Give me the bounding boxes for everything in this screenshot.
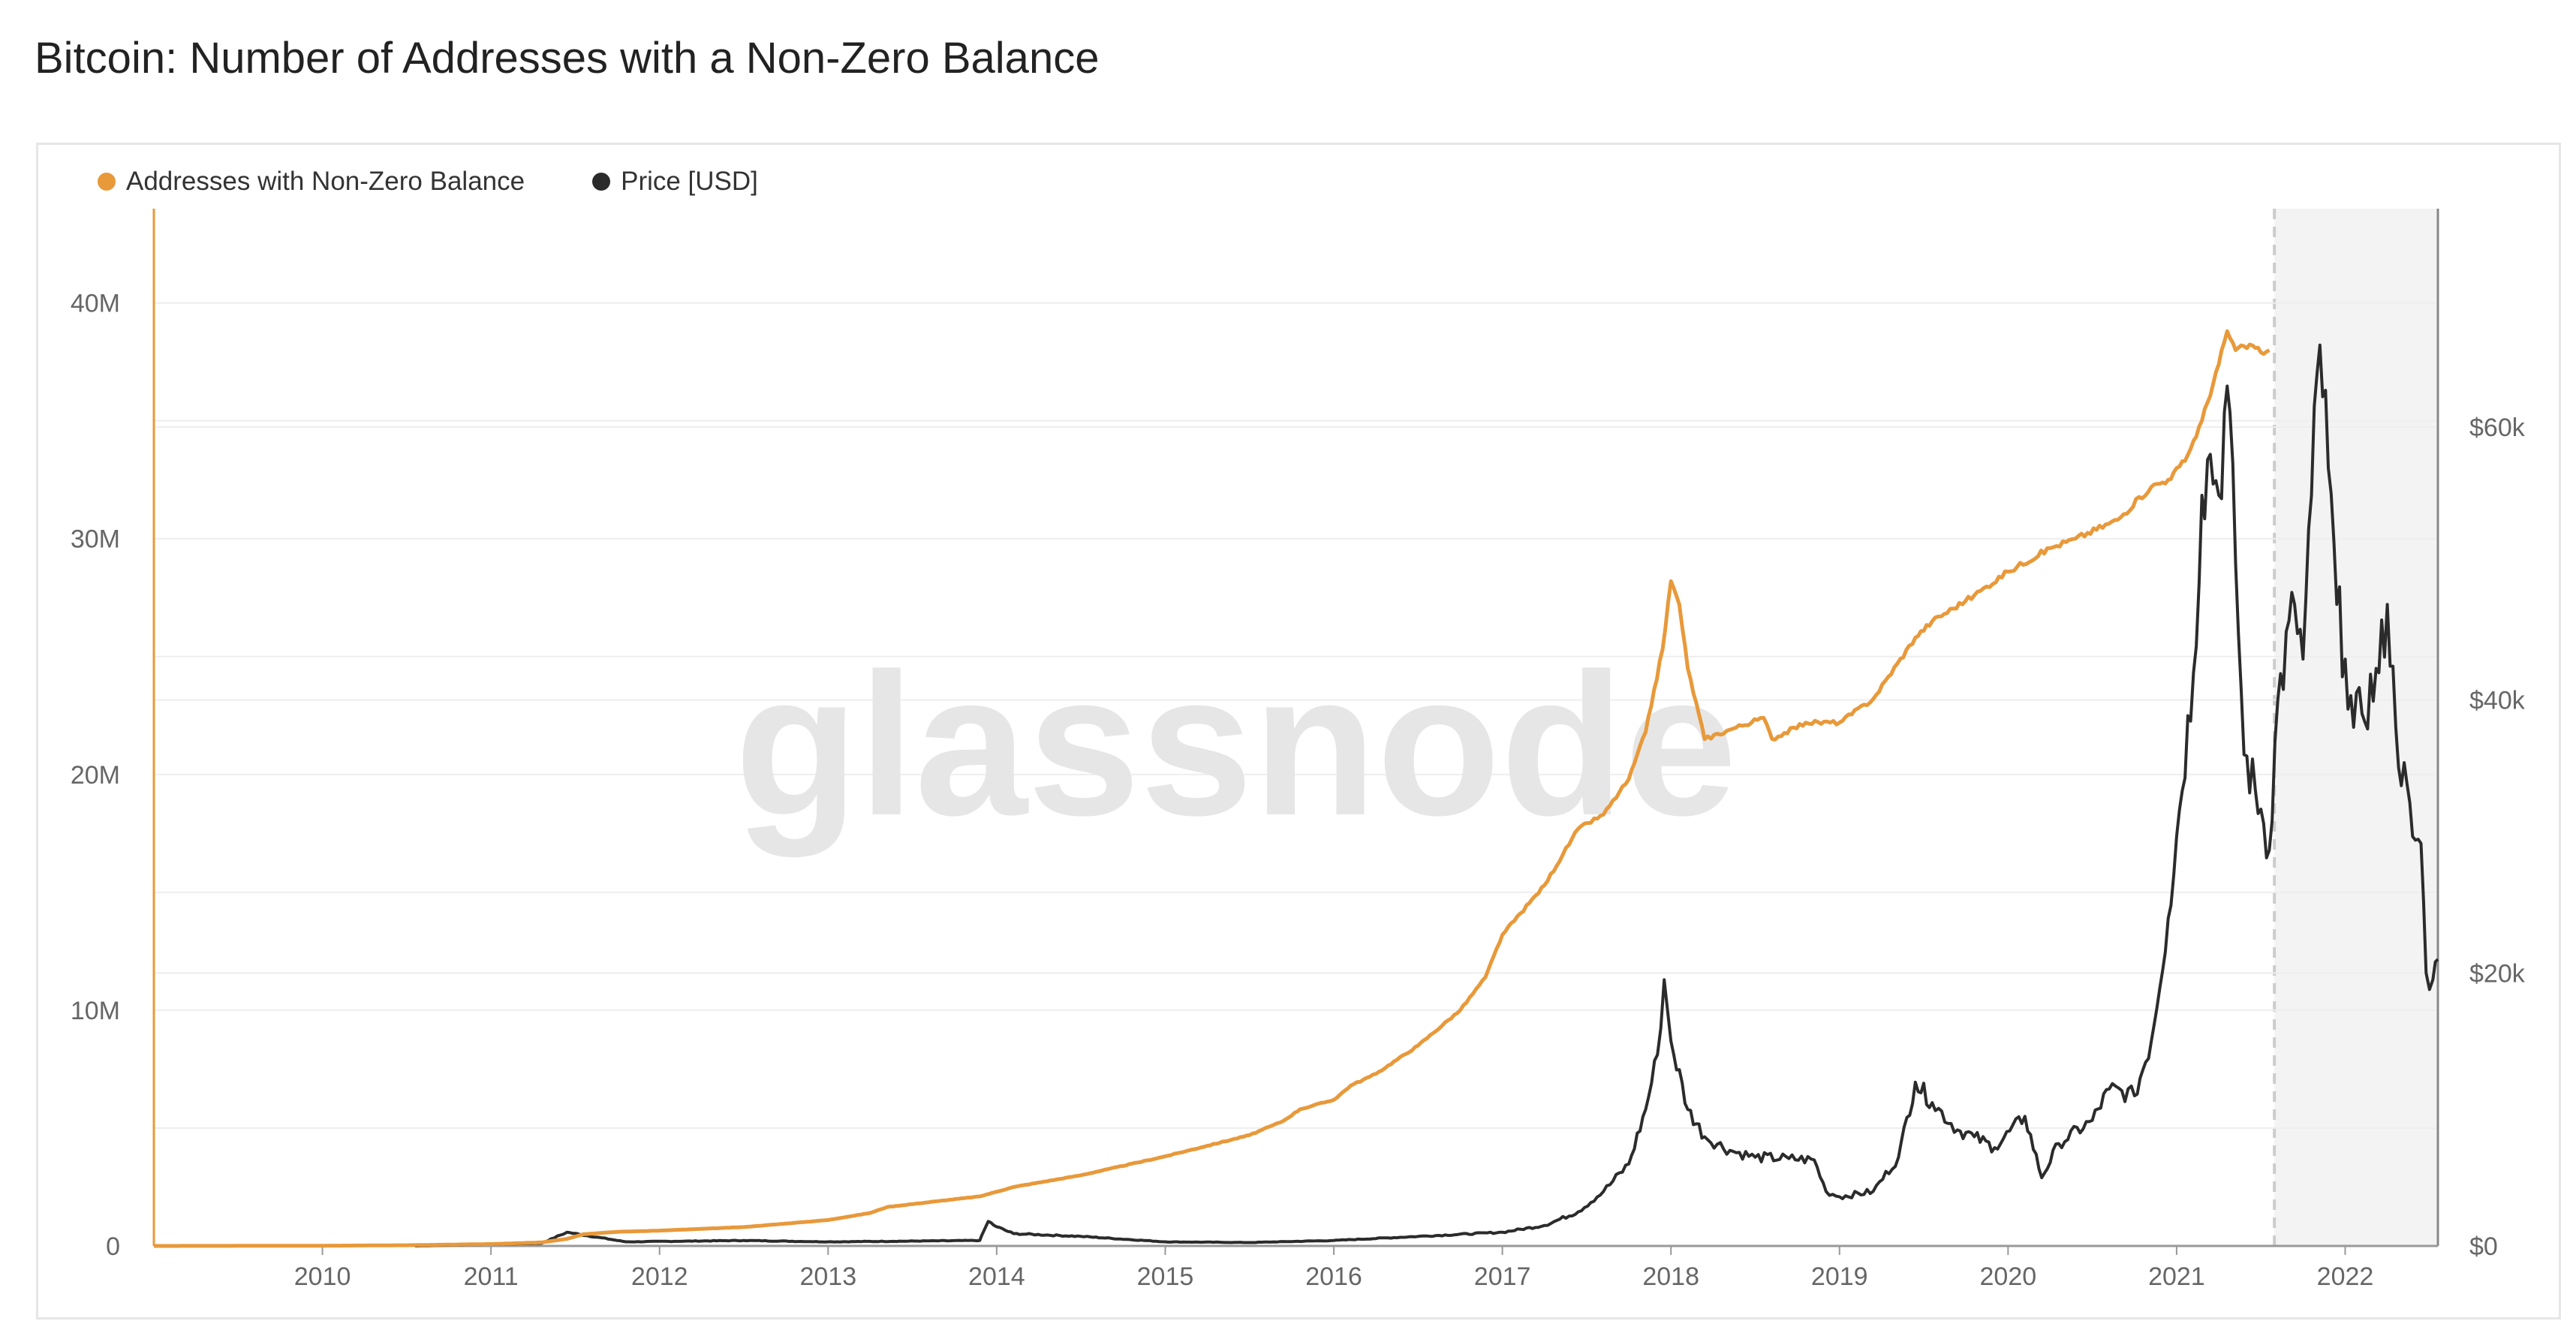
y-left-tick-label: 30M bbox=[71, 525, 120, 554]
x-tick-label: 2021 bbox=[2148, 1262, 2205, 1291]
x-tick-label: 2020 bbox=[1980, 1262, 2037, 1291]
series-line-addresses bbox=[154, 329, 2271, 1248]
legend-dot-addresses bbox=[98, 173, 116, 191]
x-tick-label: 2011 bbox=[464, 1262, 519, 1291]
x-tick-label: 2010 bbox=[294, 1262, 351, 1291]
y-right-tick-label: $0 bbox=[2469, 1232, 2498, 1261]
watermark: glassnode bbox=[735, 632, 1737, 859]
series-line-price bbox=[415, 343, 2439, 1247]
legend-dot-price bbox=[592, 173, 611, 191]
x-tick-label: 2017 bbox=[1474, 1262, 1531, 1291]
y-right-tick-label: $60k bbox=[2469, 414, 2526, 442]
x-tick-label: 2018 bbox=[1642, 1262, 1699, 1291]
x-tick-label: 2015 bbox=[1137, 1262, 1194, 1291]
x-tick-label: 2013 bbox=[799, 1262, 856, 1291]
highlight-region bbox=[2274, 209, 2438, 1246]
y-right-tick-label: $20k bbox=[2469, 959, 2526, 988]
legend-item-price[interactable]: Price [USD] bbox=[592, 167, 758, 197]
y-right-tick-label: $40k bbox=[2469, 687, 2526, 715]
legend-label-addresses: Addresses with Non-Zero Balance bbox=[126, 167, 525, 196]
y-left-tick-label: 20M bbox=[71, 761, 120, 790]
x-tick-label: 2014 bbox=[968, 1262, 1025, 1291]
chart-frame bbox=[36, 143, 2561, 1319]
y-left-tick-label: 40M bbox=[71, 290, 120, 318]
legend-label-price: Price [USD] bbox=[621, 167, 758, 196]
x-tick-label: 2019 bbox=[1811, 1262, 1868, 1291]
x-tick-label: 2012 bbox=[631, 1262, 688, 1291]
legend-item-addresses[interactable]: Addresses with Non-Zero Balance bbox=[98, 167, 525, 197]
x-tick-label: 2016 bbox=[1305, 1262, 1362, 1291]
chart-title: Bitcoin: Number of Addresses with a Non-… bbox=[35, 34, 1100, 83]
legend: Addresses with Non-Zero Balance Price [U… bbox=[98, 167, 758, 197]
y-left-tick-label: 10M bbox=[71, 997, 120, 1025]
y-left-tick-label: 0 bbox=[106, 1232, 120, 1261]
x-tick-label: 2022 bbox=[2317, 1262, 2374, 1291]
